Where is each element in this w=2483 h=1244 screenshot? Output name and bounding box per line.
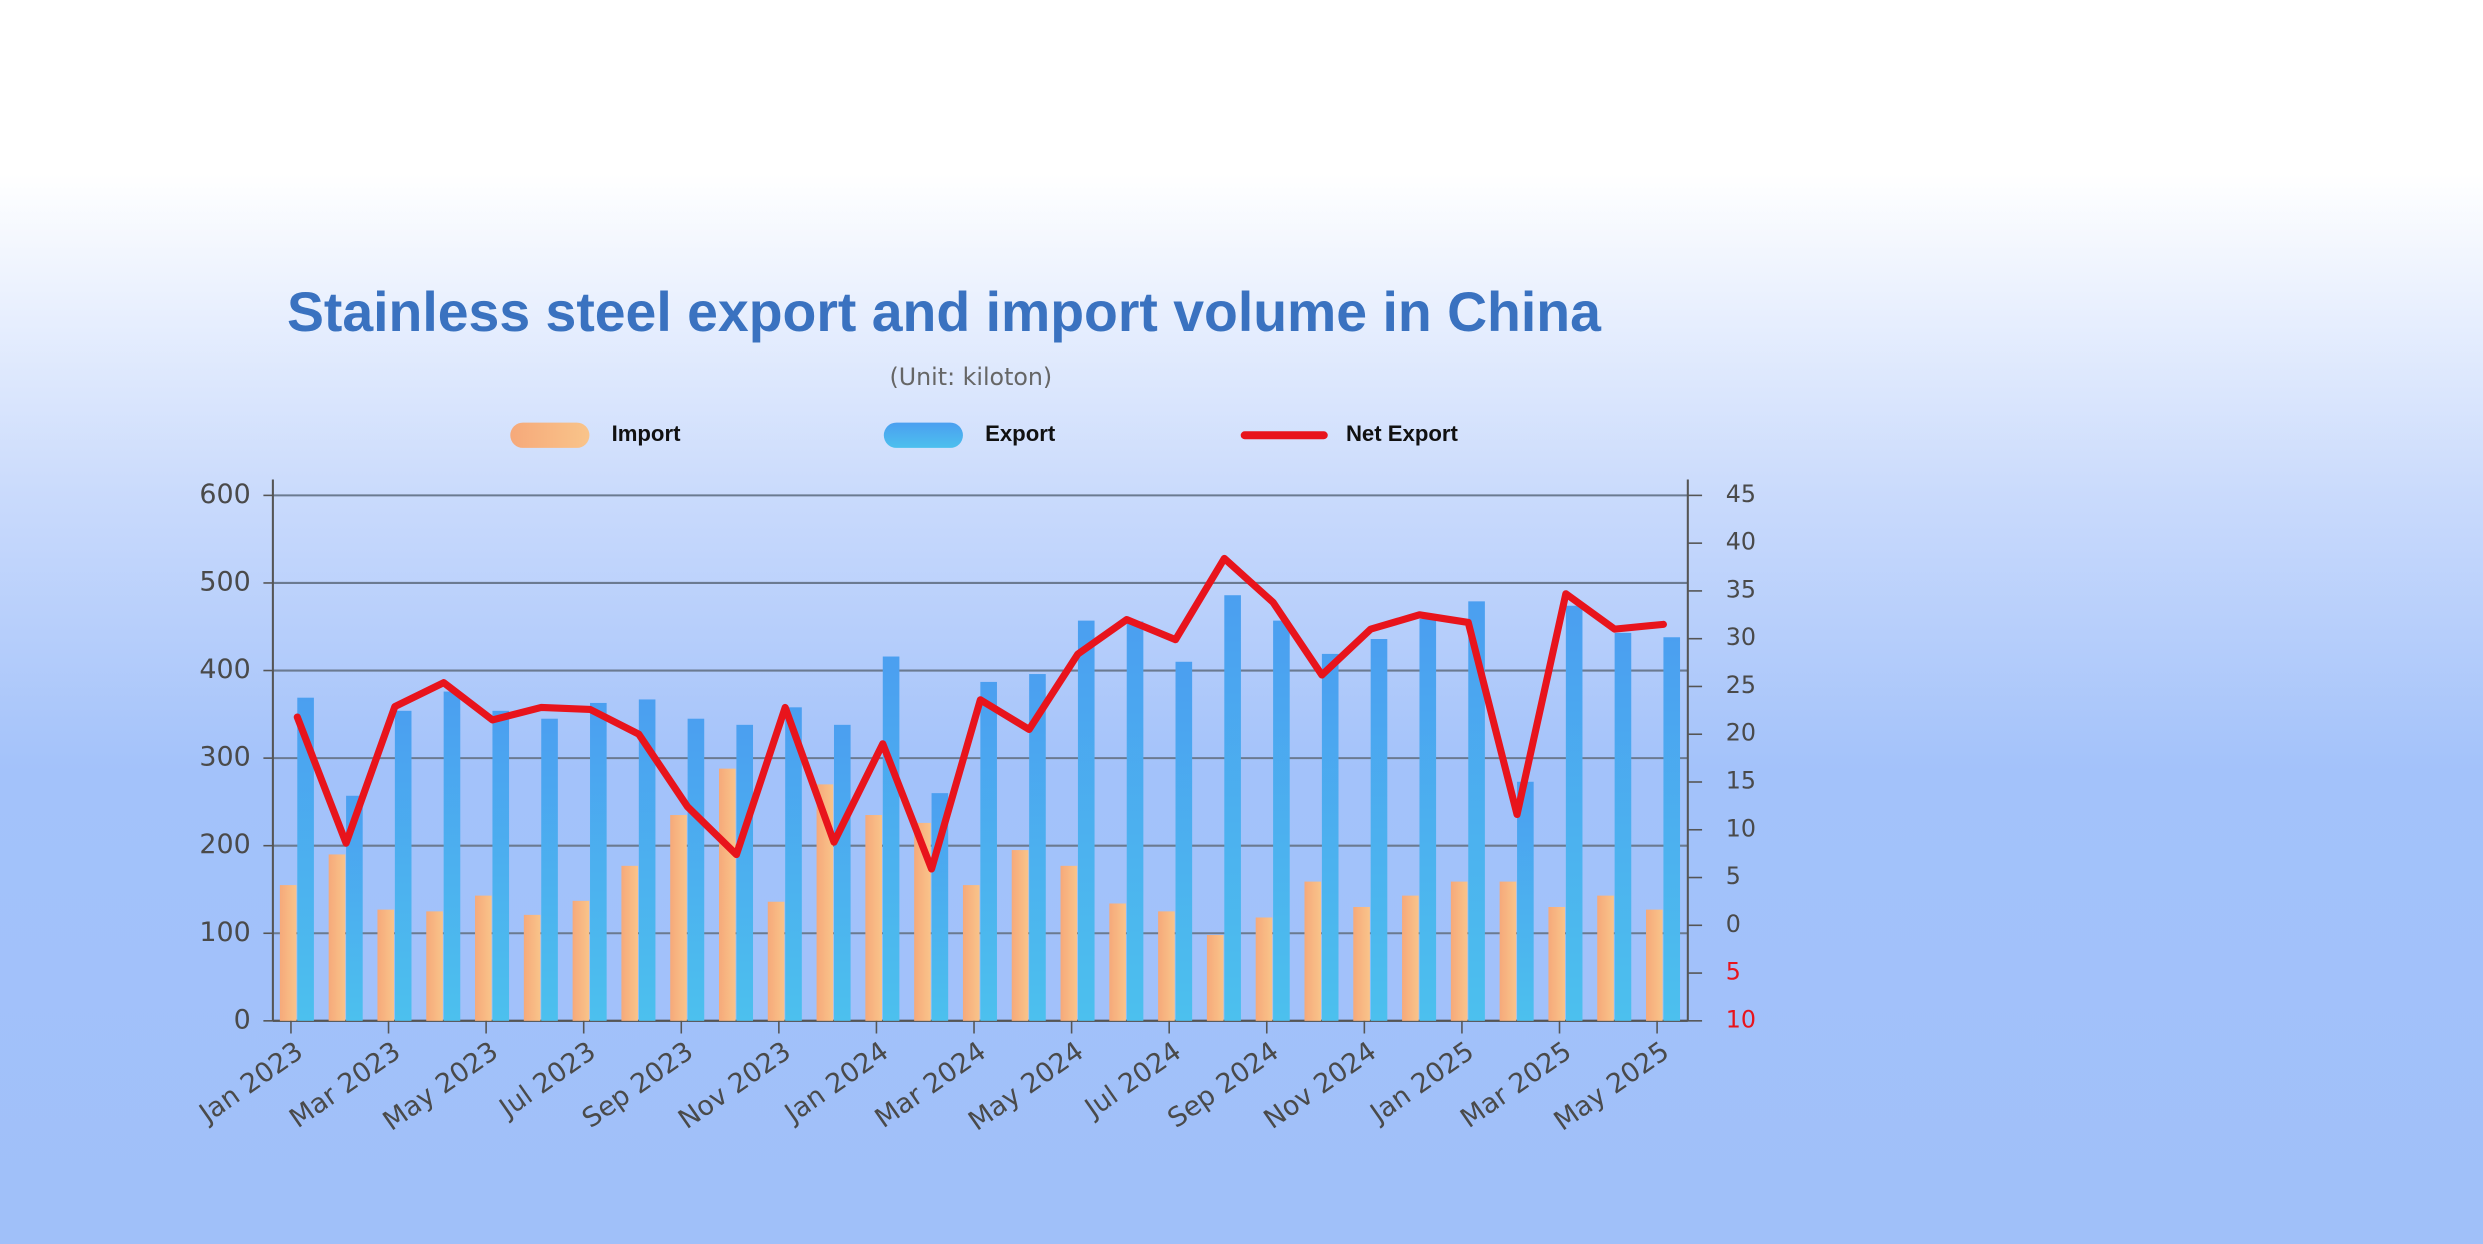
- y-tick-label: 400: [199, 654, 250, 685]
- bar: [377, 909, 395, 1021]
- bar: [1255, 917, 1273, 1021]
- y-tick-label: 200: [199, 829, 250, 860]
- bar: [1468, 601, 1485, 1021]
- bar: [475, 895, 492, 1021]
- y2-tick-label: 35: [1726, 575, 1756, 603]
- bar: [1565, 605, 1583, 1021]
- bar: [833, 724, 851, 1021]
- bar: [1077, 620, 1095, 1021]
- bar: [279, 885, 297, 1021]
- bar: [670, 815, 687, 1021]
- y2-tick-label: 30: [1726, 623, 1756, 651]
- bar: [882, 656, 900, 1021]
- y2-tick-label: 45: [1726, 480, 1756, 508]
- bar: [914, 822, 931, 1021]
- y-tick-label: 600: [199, 479, 250, 510]
- bar: [736, 724, 754, 1021]
- y2-tick-label: 0: [1726, 910, 1741, 938]
- bar: [328, 854, 346, 1021]
- y2-tick-label: 40: [1726, 528, 1756, 556]
- bar: [621, 865, 639, 1021]
- bar: [1646, 909, 1663, 1021]
- bar: [1206, 935, 1224, 1021]
- y2-tick-label: 5: [1726, 862, 1741, 890]
- bar: [1597, 895, 1614, 1021]
- bar: [1304, 881, 1322, 1021]
- y2-tick-label: 25: [1726, 671, 1756, 699]
- bar: [426, 911, 443, 1021]
- bar: [297, 697, 314, 1021]
- bar: [1321, 653, 1339, 1021]
- legend-swatch: [510, 422, 590, 448]
- y2-tick-label: 20: [1726, 719, 1756, 747]
- bar: [1029, 674, 1046, 1021]
- bar: [718, 768, 736, 1021]
- bar: [1517, 781, 1534, 1021]
- bar: [1499, 881, 1517, 1021]
- bar: [346, 795, 363, 1021]
- y2-tick-label: 10: [1726, 814, 1756, 842]
- bar: [865, 815, 882, 1021]
- bar: [1663, 637, 1681, 1021]
- net-export-line: [293, 554, 1667, 873]
- bar: [816, 784, 834, 1021]
- y2-tick-label: 15: [1726, 766, 1756, 794]
- y-tick-label: 500: [199, 566, 250, 597]
- chart-title: Stainless steel export and import volume…: [287, 281, 1602, 343]
- bar: [1224, 595, 1241, 1021]
- bar: [492, 710, 510, 1021]
- bar: [1175, 661, 1193, 1021]
- y-tick-label: 100: [199, 917, 250, 948]
- legend-label: Import: [612, 421, 682, 446]
- legend-label: Net Export: [1346, 421, 1459, 446]
- bar: [687, 718, 705, 1021]
- chart-subtitle: (Unit: kiloton): [890, 363, 1053, 391]
- y2-tick-label: 5: [1726, 958, 1741, 986]
- y2-tick-label: 10: [1726, 1005, 1756, 1033]
- bar: [541, 718, 558, 1021]
- bar: [1370, 639, 1388, 1021]
- bar: [572, 900, 590, 1021]
- bar: [1060, 865, 1078, 1021]
- bar: [1011, 850, 1029, 1021]
- bar: [1419, 618, 1437, 1021]
- bar: [1126, 621, 1144, 1021]
- bar: [1273, 620, 1290, 1021]
- bar: [1402, 895, 1419, 1021]
- bar: [590, 702, 607, 1021]
- y-tick-label: 300: [199, 742, 250, 773]
- bar: [1109, 903, 1126, 1021]
- bar: [638, 699, 656, 1021]
- bar: [980, 681, 997, 1021]
- y-tick-label: 0: [234, 1004, 251, 1035]
- bar: [523, 914, 541, 1021]
- bar: [1353, 906, 1370, 1021]
- bar: [1614, 632, 1632, 1021]
- bar: [767, 901, 785, 1021]
- legend-label: Export: [985, 421, 1056, 446]
- bar: [394, 710, 412, 1021]
- bar: [1548, 906, 1566, 1021]
- legend-swatch: [883, 422, 963, 448]
- bar: [1450, 881, 1468, 1021]
- bar: [785, 707, 802, 1021]
- bar: [962, 885, 980, 1021]
- bar: [443, 691, 461, 1021]
- bar: [1158, 911, 1175, 1021]
